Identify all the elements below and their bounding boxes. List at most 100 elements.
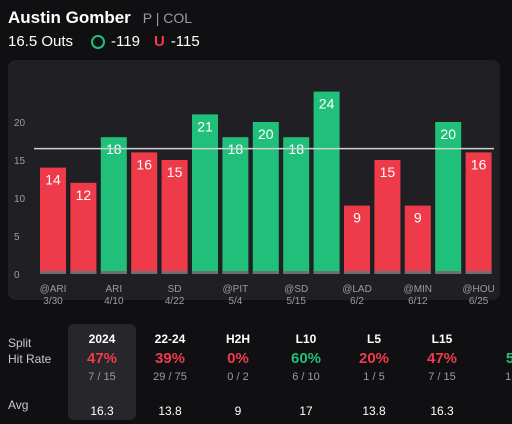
split-average: 16.3 <box>430 404 454 418</box>
x-date-label: 4/22 <box>165 296 185 307</box>
hit-fraction: 0 / 2 <box>227 371 249 383</box>
hit-rate-percent: 5 <box>505 350 512 367</box>
split-title: L15 <box>431 332 453 346</box>
bar-base <box>465 271 492 274</box>
hit-fraction: 7 / 15 <box>88 371 116 383</box>
hit-rate-label: Hit Rate <box>8 352 52 366</box>
split-label: Split <box>8 336 32 350</box>
bar[interactable] <box>435 122 462 274</box>
bar-value-label: 14 <box>45 172 61 188</box>
under-odds-group[interactable]: U -115 <box>154 33 200 50</box>
x-opponent-label: @PIT <box>223 284 249 295</box>
split-title: H2H <box>225 332 250 346</box>
player-name[interactable]: Austin Gomber <box>8 8 131 27</box>
y-tick-label: 10 <box>14 194 26 205</box>
bar[interactable] <box>131 152 158 274</box>
bar-base <box>404 271 431 274</box>
split-average: 13.8 <box>158 404 182 418</box>
x-opponent-label: @SD <box>284 284 308 295</box>
bar[interactable] <box>70 182 97 274</box>
split-column[interactable]: L10 60% 6 / 10 17 <box>272 324 340 420</box>
bar[interactable] <box>222 137 249 274</box>
bar[interactable] <box>404 205 431 274</box>
bar[interactable] <box>161 160 188 274</box>
bar-base <box>70 271 97 274</box>
bar-base <box>40 271 66 274</box>
bar-value-label: 20 <box>440 126 456 142</box>
bar-value-label: 15 <box>167 164 183 180</box>
bar-value-label: 9 <box>414 210 422 226</box>
bar-base <box>192 271 218 274</box>
x-date-label: 6/12 <box>408 296 428 307</box>
y-tick-label: 20 <box>14 118 26 129</box>
bar-value-label: 24 <box>319 96 335 112</box>
bar[interactable] <box>192 114 218 275</box>
bar[interactable] <box>465 152 492 274</box>
split-title: L5 <box>366 332 381 346</box>
prop-line: 16.5 Outs <box>8 33 74 50</box>
hit-fraction: 1 / 5 <box>363 371 385 383</box>
bar-base <box>222 271 249 274</box>
bar-value-label: 15 <box>380 164 396 180</box>
hit-fraction: 29 / 75 <box>153 371 187 383</box>
bar[interactable] <box>283 137 310 274</box>
bar-base <box>252 271 279 274</box>
split-column[interactable]: 2024 47% 7 / 15 16.3 <box>68 324 136 420</box>
x-date-label: 5/15 <box>286 296 306 307</box>
bar-base <box>283 271 310 274</box>
bar-value-label: 16 <box>136 156 152 172</box>
x-date-label: 6/25 <box>469 296 489 307</box>
split-column[interactable]: 22-24 39% 29 / 75 13.8 <box>136 324 204 420</box>
split-average: 9 <box>234 404 242 418</box>
hit-rate-percent: 39% <box>154 350 186 367</box>
bar-base <box>435 271 462 274</box>
bar-base <box>344 271 370 274</box>
bar-value-label: 21 <box>197 118 213 134</box>
split-column[interactable]: L5 20% 1 / 5 13.8 <box>340 324 408 420</box>
split-title: L10 <box>295 332 317 346</box>
x-date-label: 3/30 <box>43 296 63 307</box>
line-row: 16.5 Outs -119 U -115 <box>8 33 214 50</box>
bar-base <box>313 271 340 274</box>
x-date-label: 5/4 <box>228 296 242 307</box>
x-opponent-label: @HOU <box>462 284 494 295</box>
x-date-label: 6/2 <box>350 296 364 307</box>
split-column[interactable]: 51( <box>476 324 512 420</box>
splits-section: Split Hit Rate Avg 2024 47% 7 / 15 16.3 22-2… <box>0 316 512 424</box>
bar[interactable] <box>344 205 370 274</box>
hit-rate-percent: 0% <box>227 350 249 367</box>
x-opponent-label: ARI <box>105 284 122 295</box>
x-date-label: 4/10 <box>104 296 124 307</box>
player-position-team: P | COL <box>142 10 193 26</box>
x-opponent-label: @MIN <box>404 284 432 295</box>
split-title: 2024 <box>88 332 116 346</box>
prop-header: Austin Gomber P | COL 16.5 Outs -119 U -… <box>8 8 214 50</box>
split-column[interactable]: L15 47% 7 / 15 16.3 <box>408 324 476 420</box>
avg-label: Avg <box>8 398 29 412</box>
bar[interactable] <box>252 122 279 274</box>
title-row: Austin Gomber P | COL <box>8 8 214 28</box>
bar[interactable] <box>40 167 66 274</box>
y-tick-label: 15 <box>14 156 26 167</box>
hit-fraction: 1( <box>505 371 512 383</box>
over-odds-group[interactable]: -119 <box>91 33 140 50</box>
split-column[interactable]: H2H 0% 0 / 2 9 <box>204 324 272 420</box>
bar-base <box>131 271 158 274</box>
x-opponent-label: @ARI <box>40 284 67 295</box>
hit-fraction: 7 / 15 <box>428 371 456 383</box>
split-title: 22-24 <box>154 332 186 346</box>
under-odds: -115 <box>170 33 200 50</box>
hit-rate-percent: 60% <box>290 350 322 367</box>
bar-base <box>100 271 127 274</box>
hit-rate-percent: 47% <box>426 350 458 367</box>
bar-value-label: 9 <box>353 210 361 226</box>
bar[interactable] <box>374 160 401 274</box>
bar-base <box>161 271 188 274</box>
x-opponent-label: @LAD <box>342 284 372 295</box>
bar[interactable] <box>100 137 127 274</box>
split-average: 16.3 <box>90 404 114 418</box>
bar[interactable] <box>313 91 340 274</box>
game-log-chart-card: 0 5 10 15 20 14 @ARI 12 18 ARI 16 15 SD 21 18 @PIT 20 18 @… <box>8 60 500 307</box>
over-odds: -119 <box>111 33 140 50</box>
